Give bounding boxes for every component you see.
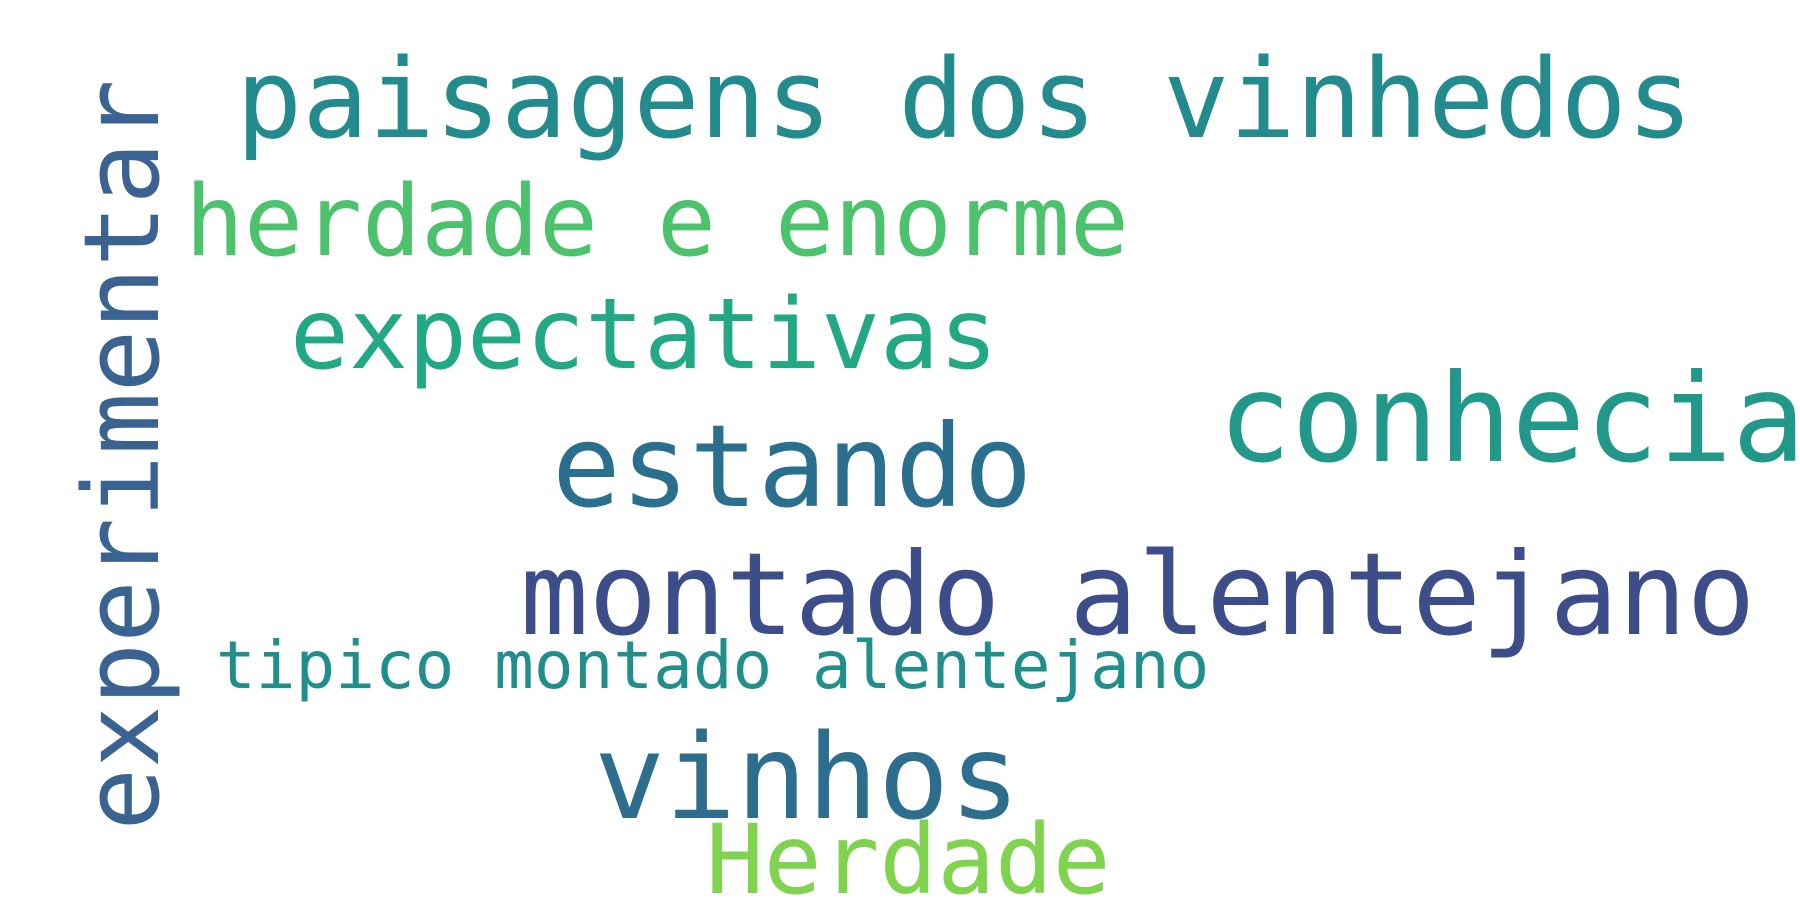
word-vinhos: vinhos [594,708,1021,846]
word-tipico-montado-alentejano: tipico montado alentejano [216,627,1210,704]
word-montado-alentejano: montado alentejano [520,528,1756,661]
word-herdade-e-enorme: herdade e enorme [185,165,1130,279]
word-expectativas: expectativas [290,278,999,392]
word-paisagens-dos-vinhedos: paisagens dos vinhedos [236,35,1693,163]
word-conhecia: conhecia [1218,348,1800,490]
word-experimentar: experimentar [61,79,183,831]
word-estando: estando [552,400,1033,533]
word-herdade: Herdade [706,804,1111,916]
